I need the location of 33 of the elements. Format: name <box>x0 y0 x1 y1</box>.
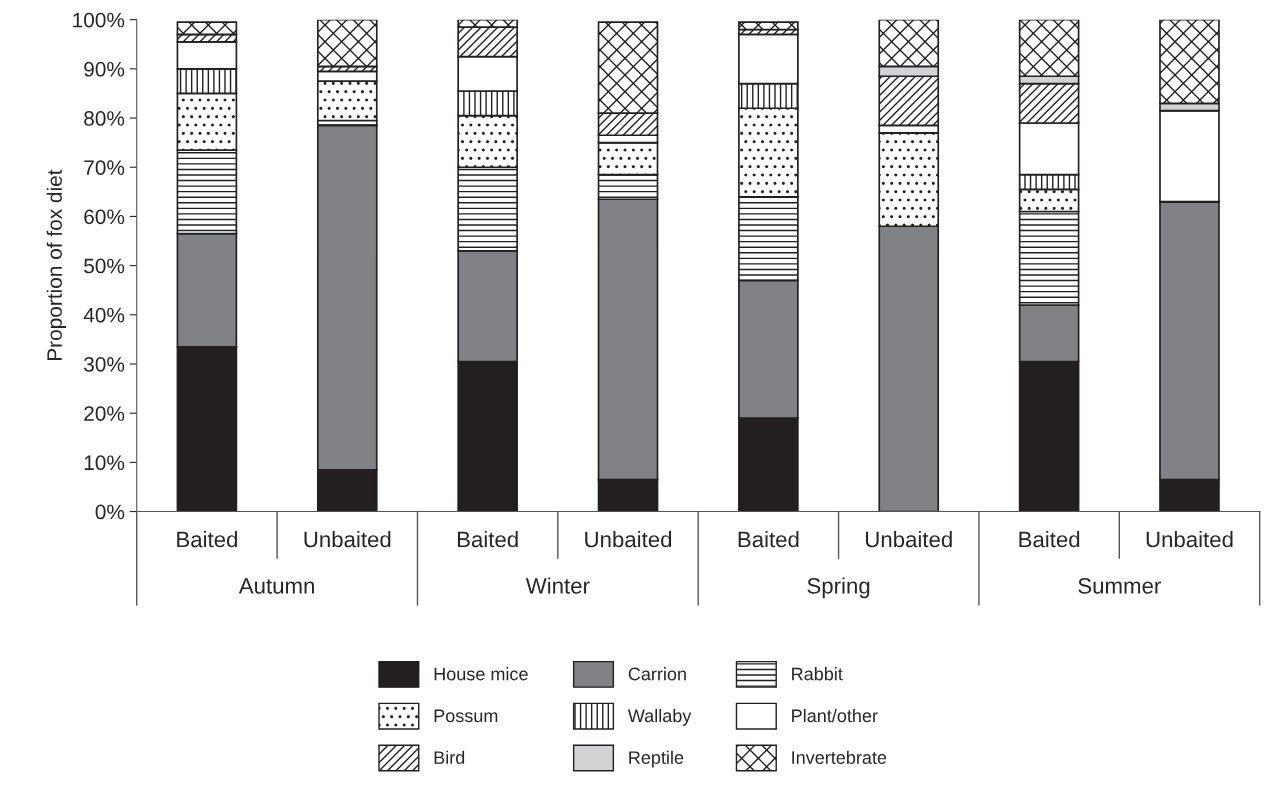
y-tick-label: 0% <box>95 504 125 520</box>
x-tick-label: Unbaited <box>1146 530 1233 548</box>
legend-label: Reptile <box>629 750 684 768</box>
text: Summer <box>1078 578 1161 594</box>
x-tick-label: Baited <box>457 530 518 548</box>
y-tick-label: 70% <box>84 160 125 175</box>
text: Autumn <box>238 578 314 594</box>
y-tick-label: 60% <box>84 209 125 225</box>
legend-label: Carrion <box>628 667 686 681</box>
x-tick-label: Unbaited <box>304 530 391 548</box>
y-tick-label: 30% <box>84 356 125 372</box>
legend-label: Possum <box>434 709 498 723</box>
y-tick-label: 100% <box>73 12 125 28</box>
legend-label: Wallaby <box>627 708 692 726</box>
text: Spring <box>807 577 870 599</box>
legend-label: Plant/other <box>792 708 878 723</box>
legend-label: Bird <box>434 750 465 764</box>
legend-label: House mice <box>434 667 528 681</box>
x-tick-label: Baited <box>1019 530 1080 548</box>
y-axis-title: Proportion of fox diet <box>46 169 67 361</box>
y-tick-label: 40% <box>83 307 125 323</box>
text: Winter <box>525 577 590 594</box>
legend-label: Rabbit <box>792 667 843 681</box>
x-tick-label: Baited <box>177 530 237 548</box>
y-tick-label: 80% <box>84 111 125 126</box>
x-tick-label: Baited <box>738 530 799 548</box>
y-tick-label: 90% <box>84 61 125 77</box>
x-tick-label: Unbaited <box>585 530 672 548</box>
y-tick-label: 50% <box>84 258 125 274</box>
x-tick-label: Unbaited <box>865 530 952 548</box>
legend-label: Invertebrate <box>792 750 887 764</box>
y-tick-label: 20% <box>84 406 125 421</box>
y-tick-label: 10% <box>84 455 125 471</box>
